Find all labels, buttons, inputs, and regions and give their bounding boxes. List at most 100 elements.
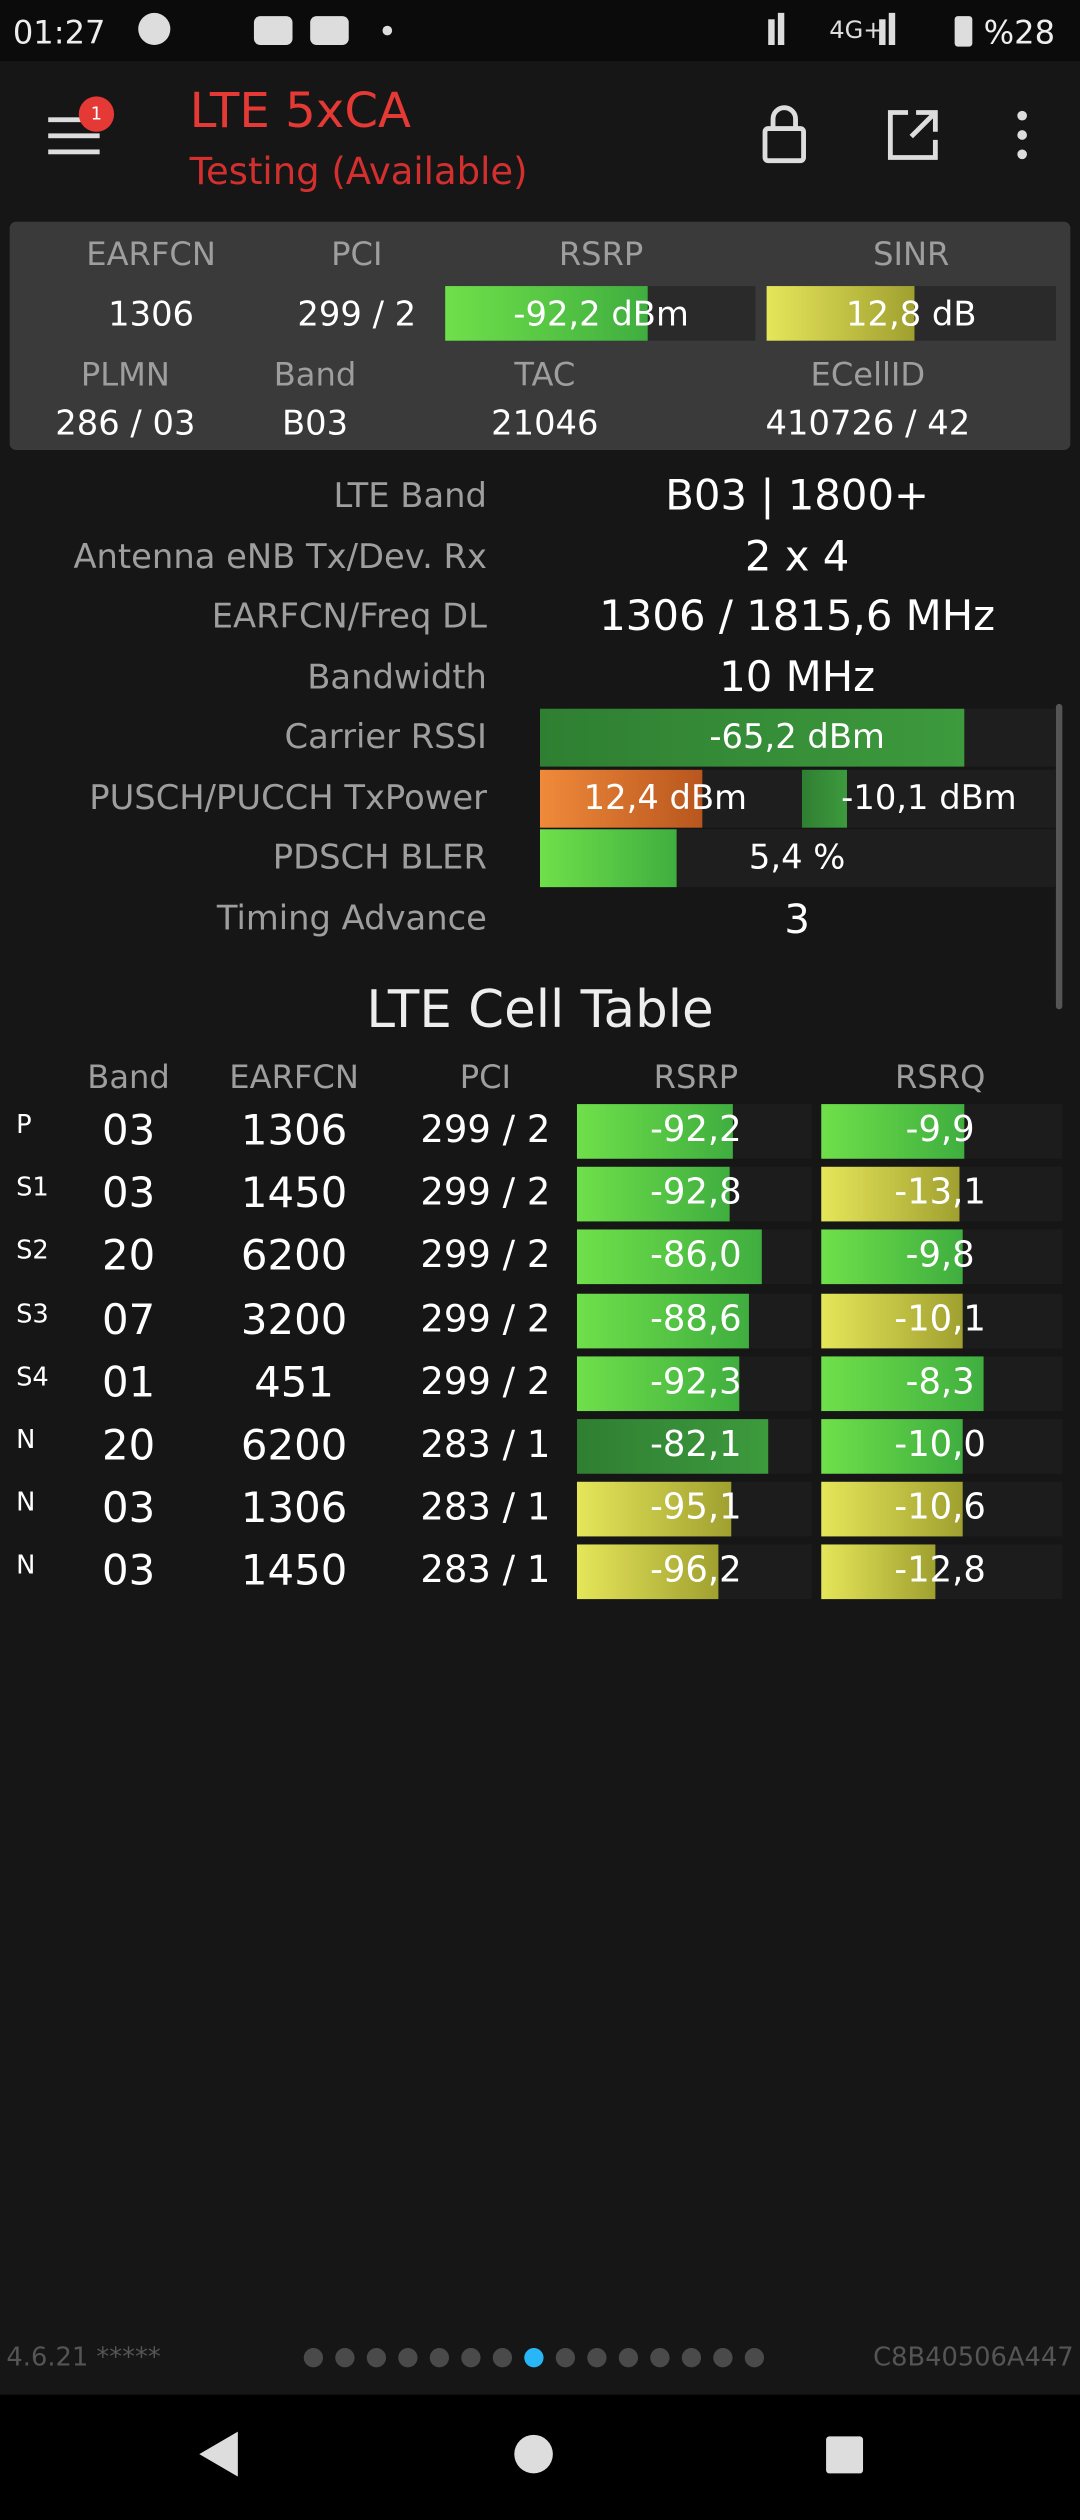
cell-earfcn: 1450 bbox=[240, 1170, 348, 1219]
battery: %28 bbox=[983, 12, 1056, 52]
page-dot[interactable] bbox=[335, 2348, 355, 2368]
cell-pci: 299 / 2 bbox=[420, 1109, 551, 1152]
summary-value: 12,8 dB bbox=[846, 294, 977, 334]
cell-role: S2 bbox=[16, 1234, 49, 1266]
detail-label: EARFCN/Freq DL bbox=[211, 597, 487, 636]
table-header: PCI bbox=[459, 1057, 512, 1097]
page-indicator bbox=[303, 2348, 765, 2368]
cell-earfcn: 6200 bbox=[240, 1422, 348, 1471]
page-dot[interactable] bbox=[461, 2348, 481, 2368]
cell-band: 20 bbox=[101, 1233, 156, 1282]
detail-value: B03 | 1800+ bbox=[665, 472, 930, 521]
cell-band: 03 bbox=[101, 1485, 156, 1534]
cell-rsrq: -13,1 bbox=[894, 1173, 986, 1214]
rsrp-bar bbox=[576, 1356, 740, 1411]
page-dot[interactable] bbox=[366, 2348, 387, 2368]
detail-value: -65,2 dBm bbox=[709, 717, 885, 757]
share-button[interactable] bbox=[887, 110, 938, 160]
badge-count: 1 bbox=[90, 103, 103, 125]
back-button[interactable] bbox=[199, 2431, 238, 2477]
cell-rsrp: -82,1 bbox=[650, 1425, 742, 1466]
page-dot[interactable] bbox=[524, 2348, 544, 2368]
table-header: RSRP bbox=[653, 1057, 739, 1097]
cell-rsrq: -8,3 bbox=[905, 1362, 975, 1403]
table-header: RSRQ bbox=[894, 1057, 986, 1097]
status-icons bbox=[138, 12, 973, 47]
rsrp-bar bbox=[576, 1419, 769, 1474]
summary-label: PCI bbox=[331, 234, 383, 274]
rsrq-bar bbox=[821, 1293, 963, 1348]
rsrp-bar bbox=[576, 1482, 732, 1537]
cell-pci: 299 / 2 bbox=[420, 1361, 551, 1404]
cell-role: N bbox=[16, 1423, 36, 1455]
app-title: LTE 5xCA bbox=[189, 83, 411, 140]
summary-label: RSRP bbox=[558, 234, 644, 274]
more-button[interactable] bbox=[1017, 110, 1027, 160]
summary-value: 286 / 03 bbox=[55, 404, 196, 443]
detail-value: 2 x 4 bbox=[744, 533, 850, 582]
menu-button[interactable] bbox=[48, 117, 100, 155]
cell-pci: 299 / 2 bbox=[420, 1298, 551, 1341]
summary-value: 21046 bbox=[491, 404, 599, 443]
cell-rsrq: -10,0 bbox=[894, 1425, 986, 1466]
page-dot[interactable] bbox=[555, 2348, 576, 2368]
page-dot[interactable] bbox=[713, 2348, 733, 2368]
detail-value: -10,1 dBm bbox=[841, 778, 1017, 818]
cell-pci: 283 / 1 bbox=[420, 1550, 551, 1593]
cell-earfcn: 3200 bbox=[240, 1296, 348, 1345]
sinr-bar bbox=[766, 286, 915, 341]
page-dot[interactable] bbox=[398, 2348, 418, 2368]
cell-pci: 299 / 2 bbox=[420, 1235, 551, 1278]
summary-value: B03 bbox=[281, 404, 349, 443]
badge bbox=[78, 96, 115, 132]
cell-earfcn: 451 bbox=[254, 1359, 334, 1408]
cell-band: 03 bbox=[101, 1548, 156, 1597]
cell-role: N bbox=[16, 1549, 36, 1581]
cell-earfcn: 1306 bbox=[240, 1485, 348, 1534]
cell-role: S1 bbox=[16, 1171, 49, 1203]
page-dot[interactable] bbox=[744, 2348, 765, 2368]
rsrq-bar bbox=[821, 1356, 984, 1411]
lock-button[interactable] bbox=[762, 105, 806, 164]
page-dot[interactable] bbox=[650, 2348, 670, 2368]
cell-rsrp: -92,3 bbox=[650, 1362, 742, 1403]
rsrq-bar bbox=[821, 1482, 963, 1537]
clock: 01:27 bbox=[12, 12, 106, 52]
detail-label: LTE Band bbox=[333, 476, 487, 516]
page-dot[interactable] bbox=[303, 2348, 324, 2368]
scrollbar bbox=[1055, 703, 1063, 1010]
rsrq-bar bbox=[821, 1167, 960, 1222]
detail-label: Bandwidth bbox=[307, 658, 487, 697]
detail-label: Timing Advance bbox=[216, 899, 487, 938]
summary-label: EARFCN bbox=[86, 234, 216, 274]
page-dot[interactable] bbox=[429, 2348, 450, 2368]
bler-bar bbox=[540, 829, 677, 888]
cell-earfcn: 1306 bbox=[240, 1107, 348, 1156]
page-dot[interactable] bbox=[618, 2348, 639, 2368]
rsrp-bar bbox=[576, 1230, 762, 1285]
table-header: Band bbox=[87, 1057, 170, 1097]
rsrq-bar bbox=[821, 1104, 965, 1159]
summary-label: PLMN bbox=[80, 355, 170, 394]
home-button[interactable] bbox=[514, 2434, 553, 2474]
page-dot[interactable] bbox=[492, 2348, 513, 2368]
detail-value: 5,4 % bbox=[748, 838, 846, 877]
rssi-bar bbox=[540, 708, 965, 767]
page-dot[interactable] bbox=[681, 2348, 702, 2368]
detail-label: PDSCH BLER bbox=[272, 838, 487, 877]
detail-value: 10 MHz bbox=[719, 654, 876, 703]
recents-button[interactable] bbox=[826, 2436, 864, 2474]
summary-value: 1306 bbox=[108, 294, 195, 334]
app-subtitle: Testing (Available) bbox=[189, 151, 528, 194]
cell-band: 03 bbox=[101, 1107, 156, 1156]
page-dot[interactable] bbox=[587, 2348, 607, 2368]
table-header: EARFCN bbox=[229, 1057, 359, 1097]
detail-value: 12,4 dBm bbox=[583, 778, 748, 818]
pusch-bar bbox=[540, 769, 703, 828]
network-type: 4G+ bbox=[829, 15, 884, 45]
app-version: 4.6.21 ***** bbox=[6, 2341, 161, 2373]
table-title: LTE Cell Table bbox=[366, 978, 714, 1040]
